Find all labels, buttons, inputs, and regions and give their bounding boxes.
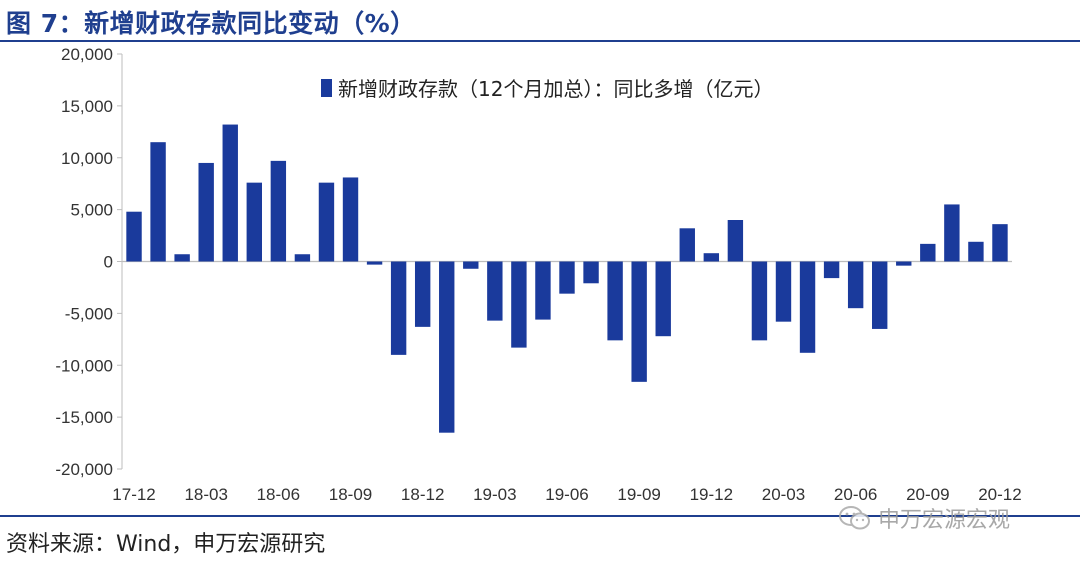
bar — [872, 261, 888, 329]
bar — [150, 142, 166, 262]
bar — [727, 220, 744, 262]
x-tick-label: 17-12 — [112, 485, 155, 504]
y-tick-label: -20,000 — [55, 460, 113, 479]
x-tick-label: 20-12 — [978, 485, 1021, 504]
bar — [751, 261, 768, 341]
bar — [703, 253, 720, 262]
bar — [198, 162, 214, 262]
y-tick-label: -10,000 — [55, 356, 113, 375]
legend: 新增财政存款（12个月加总）：同比多增（亿元） — [321, 77, 773, 101]
bar — [823, 261, 840, 279]
bar — [487, 261, 503, 321]
bar-chart: 20,000 15,000 10,000 5,000 0 -5,000 -10,000 -15… — [55, 45, 1021, 504]
bars — [126, 124, 1008, 433]
y-tick-label: 10,000 — [61, 149, 113, 168]
x-tick-label: 19-09 — [617, 485, 660, 504]
bar — [968, 241, 984, 262]
footer-divider — [0, 515, 1080, 517]
bar — [439, 261, 455, 433]
watermark-text: 申万宏源宏观 — [878, 508, 1011, 533]
watermark: 申万宏源宏观 — [838, 502, 1010, 534]
bar — [174, 254, 190, 262]
bar — [390, 261, 407, 355]
bar — [775, 261, 792, 322]
y-tick-label: 20,000 — [61, 45, 113, 64]
wechat-icon — [839, 506, 870, 530]
x-tick-label: 18-09 — [329, 485, 372, 504]
bar — [535, 261, 551, 320]
legend-label: 新增财政存款（12个月加总）：同比多增（亿元） — [338, 77, 773, 101]
bar — [679, 228, 695, 262]
bar — [631, 261, 647, 382]
y-tick-label: -15,000 — [55, 408, 113, 427]
bar — [126, 211, 142, 262]
bar — [559, 261, 575, 294]
bar — [847, 261, 864, 309]
bar — [920, 243, 936, 262]
bar — [342, 177, 359, 262]
legend-swatch — [321, 79, 332, 97]
bar — [318, 182, 335, 262]
y-tick-label: 0 — [104, 253, 113, 272]
bar — [655, 261, 671, 337]
bar — [799, 261, 816, 353]
source-note: 资料来源：Wind，申万宏源研究 — [6, 532, 326, 557]
bar — [992, 224, 1008, 262]
bar — [222, 124, 238, 262]
y-tick-label: -5,000 — [65, 304, 113, 323]
bar — [246, 182, 262, 262]
bar — [414, 261, 431, 327]
x-tick-label: 20-03 — [762, 485, 805, 504]
bar — [511, 261, 527, 348]
bar — [366, 261, 383, 265]
x-tick-label: 19-06 — [545, 485, 588, 504]
y-axis: 20,000 15,000 10,000 5,000 0 -5,000 -10,000 -15… — [55, 45, 1012, 479]
y-tick-label: 15,000 — [61, 97, 113, 116]
bar — [294, 254, 311, 262]
y-tick-label: 5,000 — [70, 201, 113, 220]
bar — [896, 261, 912, 266]
bar — [270, 160, 287, 262]
x-tick-label: 20-06 — [834, 485, 877, 504]
bar — [583, 261, 599, 284]
x-tick-label: 18-06 — [257, 485, 300, 504]
x-tick-label: 19-03 — [473, 485, 516, 504]
title-divider — [0, 40, 1080, 42]
bar — [607, 261, 623, 341]
figure-title: 图 7：新增财政存款同比变动（%） — [6, 9, 416, 38]
bar — [944, 204, 960, 262]
x-tick-label: 20-09 — [906, 485, 949, 504]
x-axis: 17-12 18-03 18-06 18-09 18-12 19-03 19-06 19-09… — [112, 485, 1021, 504]
x-tick-label: 18-12 — [401, 485, 444, 504]
x-tick-label: 18-03 — [184, 485, 227, 504]
bar — [463, 261, 479, 269]
x-tick-label: 19-12 — [690, 485, 733, 504]
